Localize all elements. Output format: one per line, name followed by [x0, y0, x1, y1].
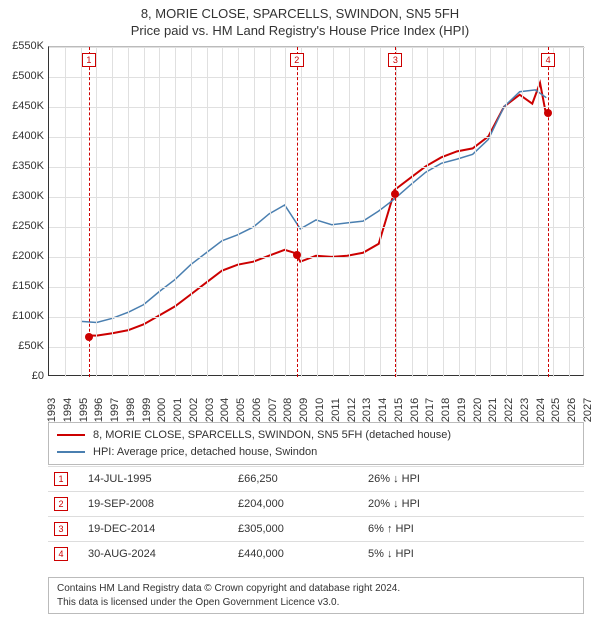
- sale-price: £66,250: [232, 467, 362, 492]
- x-tick-label: 2021: [487, 398, 499, 422]
- title-line-1: 8, MORIE CLOSE, SPARCELLS, SWINDON, SN5 …: [0, 6, 600, 23]
- sales-table: 1 14-JUL-1995£66,25026% ↓ HPI 2 19-SEP-2008…: [48, 466, 584, 566]
- x-tick-label: 2026: [566, 398, 578, 422]
- x-tick-label: 2016: [409, 398, 421, 422]
- legend-box: 8, MORIE CLOSE, SPARCELLS, SWINDON, SN5 …: [48, 422, 584, 465]
- sale-index-box: 2: [54, 497, 68, 511]
- x-tick-label: 2009: [298, 398, 310, 422]
- x-tick-label: 2007: [267, 398, 279, 422]
- x-tick-label: 2023: [519, 398, 531, 422]
- sale-delta: 6% ↑ HPI: [362, 517, 584, 542]
- x-tick-label: 2008: [282, 398, 294, 422]
- y-tick-label: £100K: [4, 310, 44, 322]
- y-tick-label: £400K: [4, 130, 44, 142]
- y-tick-label: £150K: [4, 280, 44, 292]
- x-tick-label: 1993: [46, 398, 58, 422]
- x-tick-label: 2015: [393, 398, 405, 422]
- x-tick-label: 2018: [440, 398, 452, 422]
- y-tick-label: £500K: [4, 70, 44, 82]
- x-tick-label: 2010: [314, 398, 326, 422]
- reference-marker: 3: [388, 53, 402, 67]
- table-row: 1 14-JUL-1995£66,25026% ↓ HPI: [48, 467, 584, 492]
- sale-point-dot: [544, 109, 552, 117]
- title-line-2: Price paid vs. HM Land Registry's House …: [0, 23, 600, 40]
- reference-marker: 1: [82, 53, 96, 67]
- reference-marker: 2: [290, 53, 304, 67]
- legend-item-price-paid: 8, MORIE CLOSE, SPARCELLS, SWINDON, SN5 …: [57, 427, 575, 444]
- x-tick-label: 2003: [204, 398, 216, 422]
- y-tick-label: £250K: [4, 220, 44, 232]
- chart-title-block: 8, MORIE CLOSE, SPARCELLS, SWINDON, SN5 …: [0, 0, 600, 42]
- sale-date: 14-JUL-1995: [82, 467, 232, 492]
- table-row: 2 19-SEP-2008£204,00020% ↓ HPI: [48, 492, 584, 517]
- sale-point-dot: [391, 190, 399, 198]
- sale-delta: 5% ↓ HPI: [362, 542, 584, 567]
- sale-price: £440,000: [232, 542, 362, 567]
- sale-index-box: 1: [54, 472, 68, 486]
- y-tick-label: £350K: [4, 160, 44, 172]
- sale-delta: 20% ↓ HPI: [362, 492, 584, 517]
- sale-date: 19-DEC-2014: [82, 517, 232, 542]
- table-row: 3 19-DEC-2014£305,0006% ↑ HPI: [48, 517, 584, 542]
- chart-lines-svg: [49, 47, 583, 375]
- footer-line-1: Contains HM Land Registry data © Crown c…: [57, 582, 575, 596]
- x-tick-label: 2020: [472, 398, 484, 422]
- legend-label-price-paid: 8, MORIE CLOSE, SPARCELLS, SWINDON, SN5 …: [93, 427, 451, 444]
- x-tick-label: 1997: [109, 398, 121, 422]
- x-tick-label: 2000: [156, 398, 168, 422]
- x-tick-label: 1996: [93, 398, 105, 422]
- x-tick-label: 2004: [219, 398, 231, 422]
- sale-date: 19-SEP-2008: [82, 492, 232, 517]
- x-tick-label: 1998: [125, 398, 137, 422]
- x-tick-label: 2025: [550, 398, 562, 422]
- x-tick-label: 2001: [172, 398, 184, 422]
- y-tick-label: £550K: [4, 40, 44, 52]
- y-tick-label: £50K: [4, 340, 44, 352]
- legend-item-hpi: HPI: Average price, detached house, Swin…: [57, 444, 575, 461]
- x-tick-label: 2012: [346, 398, 358, 422]
- sale-point-dot: [293, 251, 301, 259]
- reference-marker: 4: [541, 53, 555, 67]
- footer-line-2: This data is licensed under the Open Gov…: [57, 596, 575, 610]
- table-row: 4 30-AUG-2024£440,0005% ↓ HPI: [48, 542, 584, 567]
- x-tick-label: 2011: [330, 398, 342, 422]
- x-tick-label: 2005: [235, 398, 247, 422]
- sale-point-dot: [85, 333, 93, 341]
- x-tick-label: 1999: [141, 398, 153, 422]
- y-tick-label: £300K: [4, 190, 44, 202]
- legend-swatch-price-paid: [57, 434, 85, 436]
- y-tick-label: £450K: [4, 100, 44, 112]
- x-tick-label: 2027: [582, 398, 594, 422]
- sale-price: £305,000: [232, 517, 362, 542]
- sale-delta: 26% ↓ HPI: [362, 467, 584, 492]
- x-tick-label: 2006: [251, 398, 263, 422]
- x-tick-label: 1994: [62, 398, 74, 422]
- sale-price: £204,000: [232, 492, 362, 517]
- chart-plot-area: 1 2 3 4: [48, 46, 584, 376]
- y-tick-label: £0: [4, 370, 44, 382]
- x-tick-label: 2022: [503, 398, 515, 422]
- sale-date: 30-AUG-2024: [82, 542, 232, 567]
- legend-label-hpi: HPI: Average price, detached house, Swin…: [93, 444, 317, 461]
- x-tick-label: 2013: [361, 398, 373, 422]
- x-tick-label: 2002: [188, 398, 200, 422]
- x-tick-label: 2017: [424, 398, 436, 422]
- x-tick-label: 1995: [78, 398, 90, 422]
- x-tick-label: 2019: [456, 398, 468, 422]
- sale-index-box: 4: [54, 547, 68, 561]
- y-tick-label: £200K: [4, 250, 44, 262]
- x-tick-label: 2024: [535, 398, 547, 422]
- sale-index-box: 3: [54, 522, 68, 536]
- x-tick-label: 2014: [377, 398, 389, 422]
- legend-swatch-hpi: [57, 451, 85, 453]
- footer-attribution: Contains HM Land Registry data © Crown c…: [48, 577, 584, 614]
